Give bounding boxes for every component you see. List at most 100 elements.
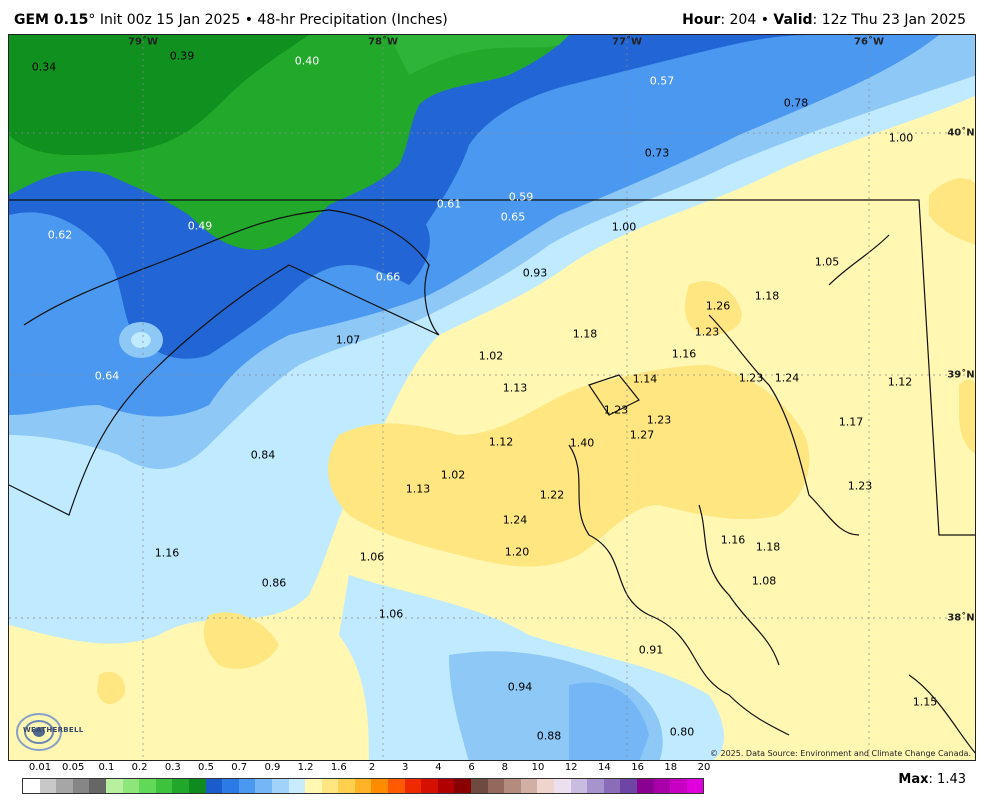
precip-value: 0.94 — [507, 680, 533, 694]
legend-swatch — [404, 779, 422, 793]
precip-value: 1.13 — [405, 482, 431, 496]
legend-tick-label: 1.6 — [330, 762, 347, 773]
precip-value: 1.23 — [847, 479, 873, 493]
legend-swatch — [72, 779, 90, 793]
legend-tick-label: 8 — [501, 762, 508, 773]
precip-value: 0.93 — [522, 266, 548, 280]
precip-value: 1.16 — [671, 347, 697, 361]
header-valid: Hour: 204 • Valid: 12z Thu 23 Jan 2025 — [682, 12, 966, 28]
header-title: GEM 0.15° Init 00z 15 Jan 2025 • 48-hr P… — [14, 12, 448, 28]
legend-swatch — [288, 779, 306, 793]
legend-swatch — [338, 779, 355, 793]
precip-value: 1.23 — [694, 325, 720, 339]
valid-value: : 12z Thu 23 Jan 2025 — [812, 12, 966, 28]
precip-value: 1.23 — [646, 413, 672, 427]
precip-value: 1.18 — [572, 327, 598, 341]
precip-value: 1.15 — [912, 695, 938, 709]
hour-value: : 204 — [720, 12, 757, 28]
legend-swatch — [454, 779, 472, 793]
precip-value: 1.13 — [502, 381, 528, 395]
legend-tick-label: 0.05 — [62, 762, 85, 773]
precip-value: 0.84 — [250, 448, 276, 462]
legend-swatch — [487, 779, 505, 793]
weatherbell-logo: WEATHERBELL — [13, 706, 83, 754]
precip-value: 0.49 — [187, 219, 213, 233]
precip-value: 1.00 — [611, 220, 637, 234]
precip-value: 1.20 — [504, 545, 530, 559]
legend-tick-label: 0.3 — [164, 762, 181, 773]
precip-value: 0.73 — [644, 146, 670, 160]
precip-value: 0.34 — [31, 60, 57, 74]
precip-value: 0.65 — [500, 210, 526, 224]
precip-value: 1.12 — [488, 435, 514, 449]
precip-value: 1.06 — [359, 550, 385, 564]
legend-swatch — [371, 779, 389, 793]
precip-value: 1.24 — [502, 513, 528, 527]
legend-swatch — [56, 779, 73, 793]
precip-value: 1.05 — [814, 255, 840, 269]
precip-value: 1.12 — [887, 375, 913, 389]
legend-swatch — [537, 779, 554, 793]
precip-value: 0.66 — [375, 270, 401, 284]
precip-value: 0.39 — [169, 49, 195, 63]
legend-swatch — [587, 779, 604, 793]
legend-tick-label: 18 — [664, 762, 678, 773]
max-value: Max: 1.43 — [898, 772, 966, 787]
legend-swatch — [205, 779, 223, 793]
precip-value: 1.40 — [569, 436, 595, 450]
precip-value: 1.16 — [720, 533, 746, 547]
legend-tick-label: 14 — [598, 762, 611, 773]
swirl-icon — [16, 713, 62, 751]
logo-text: WEATHERBELL — [23, 726, 84, 734]
legend-tick-label: 1.2 — [297, 762, 314, 773]
lon-label: 76˚W — [854, 36, 884, 48]
precip-value: 0.61 — [436, 197, 462, 211]
legend-swatch — [354, 779, 372, 793]
legend-tick-label: 0.2 — [131, 762, 148, 773]
precip-value: 1.27 — [629, 428, 655, 442]
legend-swatch — [421, 779, 438, 793]
valid-label: Valid — [773, 12, 813, 28]
legend-swatch — [89, 779, 106, 793]
legend-swatch — [653, 779, 671, 793]
legend-ticks: 0.01 0.05 0.1 0.2 0.3 0.5 0.7 0.9 1.2 1.6 2 3 4 6 8 10 1… — [22, 762, 722, 774]
legend-tick-label: 10 — [531, 762, 545, 773]
legend-swatch — [172, 779, 189, 793]
precip-value: 0.57 — [649, 74, 675, 88]
legend-swatch — [636, 779, 654, 793]
precip-value: 0.91 — [638, 643, 664, 657]
precip-value: 0.86 — [261, 576, 287, 590]
precip-value: 1.02 — [478, 349, 504, 363]
precip-value: 1.23 — [603, 403, 629, 417]
legend-swatch — [670, 779, 687, 793]
legend-swatch — [105, 779, 123, 793]
legend-swatch — [554, 779, 571, 793]
legend-tick-label: 0.5 — [198, 762, 214, 773]
legend-tick-label: 20 — [697, 762, 711, 773]
lat-label: 40˚N — [947, 127, 975, 139]
data-credit: © 2025. Data Source: Environment and Cli… — [709, 749, 971, 758]
precip-value: 0.80 — [669, 725, 695, 739]
precip-value: 1.23 — [738, 371, 764, 385]
legend-swatch — [255, 779, 272, 793]
legend-swatch — [155, 779, 173, 793]
precip-value: 1.14 — [632, 372, 658, 386]
lon-label: 77˚W — [612, 36, 642, 48]
legend-swatch — [437, 779, 455, 793]
legend-swatch — [686, 779, 704, 793]
precip-value: 0.62 — [47, 228, 73, 242]
legend-swatch — [471, 779, 488, 793]
max-label: Max — [898, 772, 929, 787]
legend-swatch — [122, 779, 140, 793]
legend-tick-label: 4 — [435, 762, 442, 773]
precip-value: 1.02 — [440, 468, 466, 482]
legend-swatch — [603, 779, 621, 793]
init-time: Init 00z 15 Jan 2025 — [99, 12, 241, 28]
legend-tick-label: 12 — [564, 762, 578, 773]
precip-map: 79˚W 78˚W 77˚W 76˚W 40˚N 39˚N 38˚N 0.34 … — [8, 34, 976, 761]
legend-tick-label: 2 — [368, 762, 376, 773]
precip-value: 1.16 — [154, 546, 180, 560]
legend-swatch — [321, 779, 339, 793]
legend-swatch — [238, 779, 256, 793]
lat-label: 39˚N — [947, 369, 975, 381]
